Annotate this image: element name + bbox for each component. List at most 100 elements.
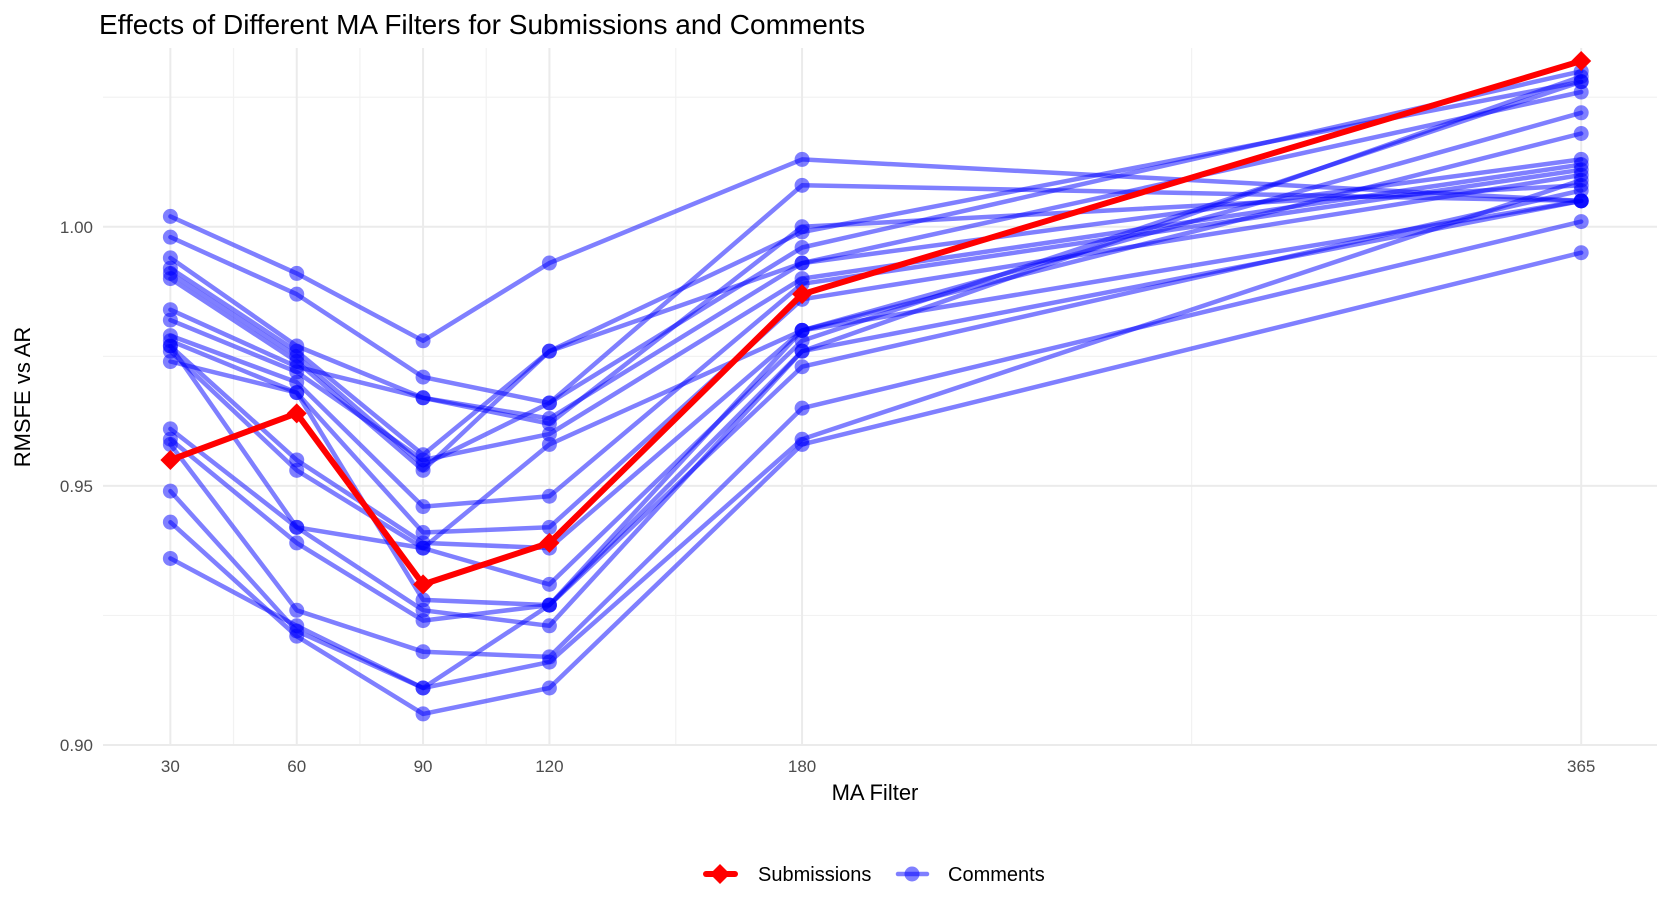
comments-point bbox=[162, 550, 178, 566]
comments-line bbox=[168, 219, 1584, 660]
comments-point bbox=[794, 400, 810, 416]
comments-point bbox=[415, 644, 431, 660]
comments-point bbox=[1573, 193, 1589, 209]
comments-line bbox=[168, 162, 1584, 463]
comments-point bbox=[794, 255, 810, 271]
y-tick-label: 1.00 bbox=[60, 218, 93, 237]
comments-point bbox=[541, 680, 557, 696]
minor-gridlines bbox=[103, 48, 1657, 745]
comments-point bbox=[289, 519, 305, 535]
comments-point bbox=[541, 654, 557, 670]
legend-key-comments-marker bbox=[904, 866, 920, 882]
comments-point bbox=[1573, 214, 1589, 230]
y-axis-title: RMSFE vs AR bbox=[10, 327, 35, 468]
submissions-series-group bbox=[160, 50, 1592, 595]
comments-point bbox=[794, 276, 810, 292]
comments-point bbox=[541, 488, 557, 504]
comments-point bbox=[541, 343, 557, 359]
comments-point bbox=[162, 343, 178, 359]
comments-point bbox=[1573, 84, 1589, 100]
legend-label-comments: Comments bbox=[948, 864, 1045, 886]
comments-point bbox=[1573, 172, 1589, 188]
comments-point bbox=[794, 322, 810, 338]
comments-point bbox=[415, 333, 431, 349]
submissions-line bbox=[167, 58, 1585, 588]
x-tick-label: 90 bbox=[414, 757, 433, 776]
comments-point bbox=[162, 514, 178, 530]
comments-point bbox=[289, 602, 305, 618]
comments-point bbox=[162, 421, 178, 437]
y-axis-tick-labels: 0.90 0.95 1.00 bbox=[60, 218, 93, 755]
submissions-point bbox=[160, 449, 181, 470]
comments-point bbox=[415, 592, 431, 608]
chart-title: Effects of Different MA Filters for Subm… bbox=[99, 9, 865, 40]
comments-point bbox=[541, 519, 557, 535]
comments-point bbox=[1573, 126, 1589, 142]
comments-point bbox=[541, 395, 557, 411]
comments-point bbox=[415, 613, 431, 629]
major-gridlines bbox=[103, 48, 1657, 746]
comments-line bbox=[168, 110, 1584, 551]
comments-point bbox=[541, 618, 557, 634]
comments-point bbox=[794, 224, 810, 240]
x-tick-label: 60 bbox=[287, 757, 306, 776]
x-axis-tick-labels: 30 60 90 120 180 365 bbox=[161, 757, 1595, 776]
comments-point bbox=[415, 499, 431, 515]
comments-line bbox=[168, 198, 1584, 629]
comments-point bbox=[162, 271, 178, 287]
comments-line bbox=[168, 188, 1584, 623]
comments-point bbox=[1573, 245, 1589, 261]
comments-line bbox=[168, 250, 1584, 717]
comments-point bbox=[415, 452, 431, 468]
comments-point bbox=[794, 151, 810, 167]
comments-point bbox=[541, 597, 557, 613]
comments-point bbox=[289, 286, 305, 302]
comments-point bbox=[162, 354, 178, 370]
comments-point bbox=[794, 436, 810, 452]
comments-point bbox=[289, 385, 305, 401]
submissions-point bbox=[413, 574, 434, 595]
x-axis-title: MA Filter bbox=[832, 780, 919, 805]
submissions-point bbox=[539, 532, 560, 553]
comments-point bbox=[541, 436, 557, 452]
comments-point bbox=[415, 369, 431, 385]
comments-point bbox=[541, 576, 557, 592]
comments-series-group bbox=[162, 63, 1589, 722]
x-tick-label: 120 bbox=[535, 757, 563, 776]
comments-line bbox=[168, 79, 1584, 458]
x-tick-label: 365 bbox=[1567, 757, 1595, 776]
submissions-point bbox=[286, 403, 307, 424]
comments-point bbox=[415, 680, 431, 696]
comments-point bbox=[794, 177, 810, 193]
comments-point bbox=[541, 426, 557, 442]
comments-point bbox=[415, 706, 431, 722]
comments-point bbox=[289, 535, 305, 551]
comments-point bbox=[162, 302, 178, 318]
comments-point bbox=[415, 602, 431, 618]
comments-point bbox=[1573, 105, 1589, 121]
comments-point bbox=[1573, 183, 1589, 199]
comments-point bbox=[289, 462, 305, 478]
x-tick-label: 30 bbox=[161, 757, 180, 776]
comments-line bbox=[168, 157, 1584, 421]
comments-point bbox=[289, 628, 305, 644]
comments-line bbox=[168, 167, 1584, 509]
comments-point bbox=[1573, 69, 1589, 85]
comments-line bbox=[168, 157, 1584, 344]
comments-point bbox=[162, 208, 178, 224]
submissions-point bbox=[792, 284, 813, 305]
comments-line bbox=[168, 79, 1584, 587]
comments-point bbox=[541, 255, 557, 271]
comments-line bbox=[168, 198, 1584, 691]
comments-point bbox=[541, 411, 557, 427]
comments-point bbox=[289, 374, 305, 390]
y-tick-label: 0.95 bbox=[60, 477, 93, 496]
comments-point bbox=[415, 390, 431, 406]
submissions-point bbox=[1571, 50, 1592, 71]
comments-line bbox=[168, 69, 1584, 468]
comments-point bbox=[162, 436, 178, 452]
comments-point bbox=[415, 462, 431, 478]
comments-point bbox=[162, 229, 178, 245]
